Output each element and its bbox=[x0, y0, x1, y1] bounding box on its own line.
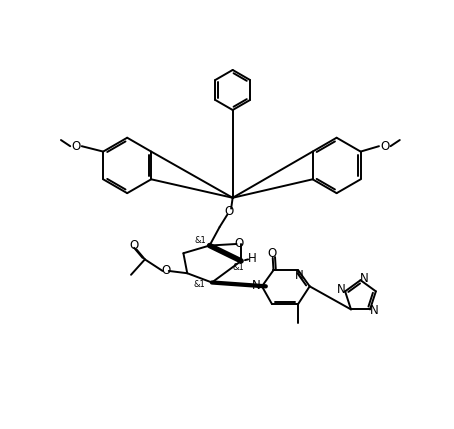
Text: N: N bbox=[360, 272, 369, 285]
Text: O: O bbox=[71, 140, 80, 154]
Text: H: H bbox=[248, 252, 257, 265]
Text: &1: &1 bbox=[194, 236, 206, 245]
Text: N: N bbox=[337, 283, 345, 296]
Text: N: N bbox=[295, 269, 303, 282]
Text: &1: &1 bbox=[232, 263, 244, 272]
Text: N: N bbox=[252, 279, 261, 292]
Text: O: O bbox=[380, 140, 390, 154]
Text: O: O bbox=[224, 205, 233, 218]
Text: N: N bbox=[370, 305, 378, 317]
Text: O: O bbox=[234, 238, 243, 251]
Text: &1: &1 bbox=[194, 280, 206, 289]
Text: O: O bbox=[129, 239, 139, 252]
Text: O: O bbox=[267, 248, 276, 260]
Text: O: O bbox=[161, 264, 170, 278]
